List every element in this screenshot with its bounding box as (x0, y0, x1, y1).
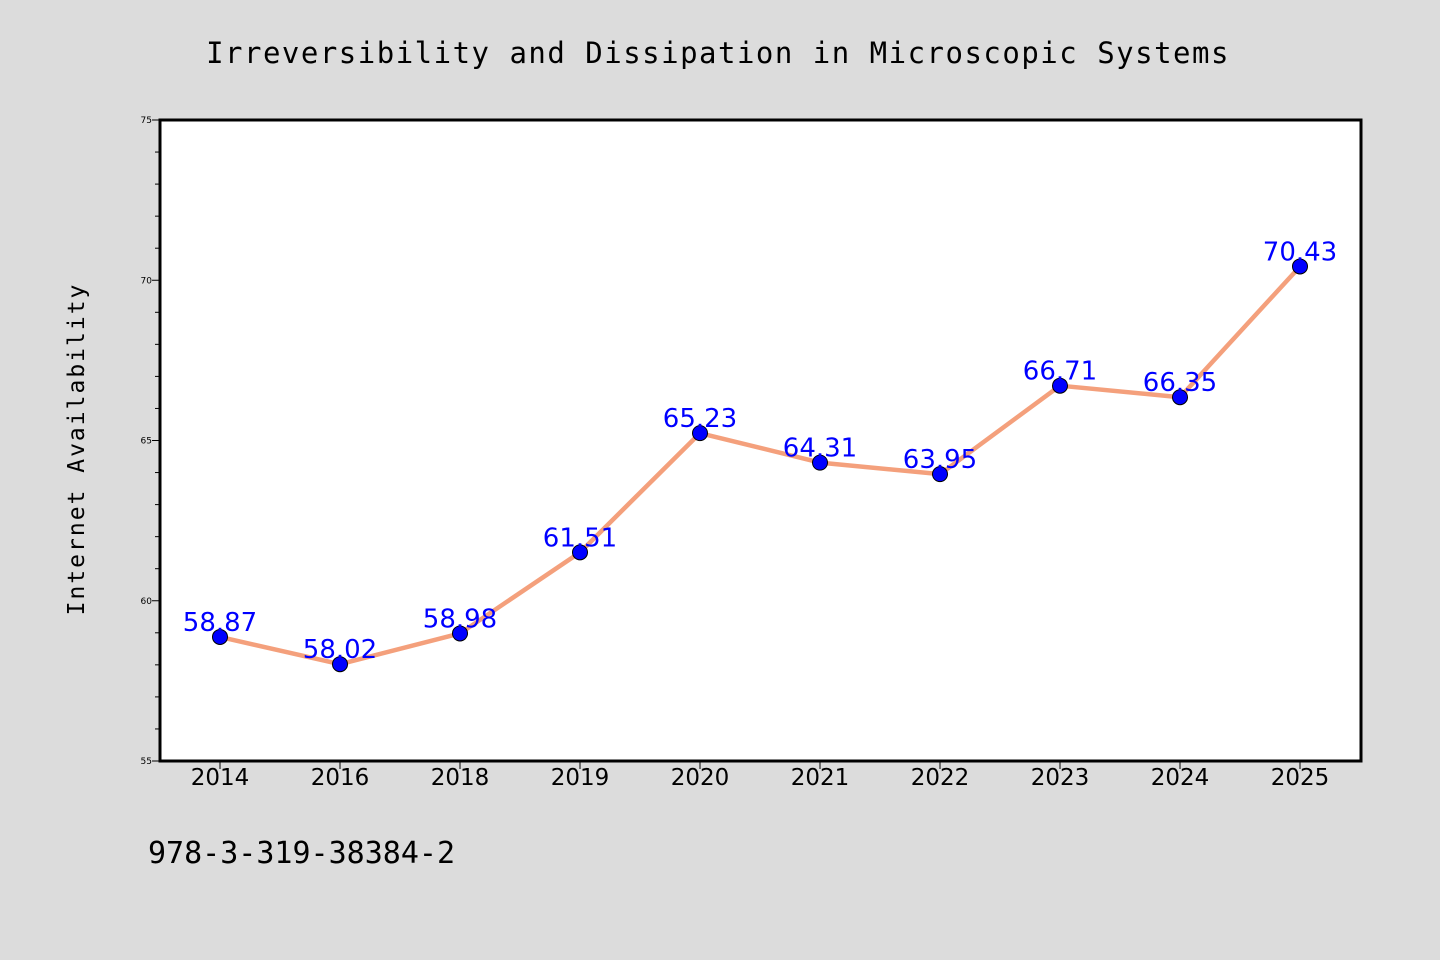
data-label: 64.31 (783, 434, 857, 464)
data-label: 63.95 (903, 445, 977, 475)
data-label: 70.43 (1263, 237, 1337, 267)
footnote-isbn: 978-3-319-38384-2 (148, 836, 455, 871)
data-point-marker (692, 425, 708, 442)
chart-title: Irreversibility and Dissipation in Micro… (206, 36, 1230, 70)
y-tick-label: 60 (141, 597, 153, 607)
series-line (217, 264, 1303, 667)
x-tick-label: 2024 (1151, 765, 1210, 791)
x-tick-label: 2014 (191, 765, 250, 791)
data-point-marker (332, 656, 348, 673)
axis-ticks: 55 60 65 70 75 2014 2016 2018 2019 2020 2021 2022 20… (141, 116, 1330, 791)
x-tick-label: 2022 (911, 765, 970, 791)
data-label: 66.71 (1023, 357, 1097, 387)
x-tick-label: 2023 (1031, 765, 1090, 791)
plot-area (158, 118, 1363, 763)
data-label: 61.51 (543, 523, 617, 553)
series-group: 58.87 58.02 58.98 61.51 65.23 64.31 63.95 66.71… (183, 237, 1337, 673)
y-tick-label: 65 (141, 437, 152, 447)
x-tick-label: 2018 (431, 765, 490, 791)
data-label: 58.98 (423, 604, 497, 634)
y-tick-label: 75 (141, 116, 152, 126)
data-point-marker (1052, 377, 1068, 394)
data-label: 58.87 (183, 608, 257, 638)
x-tick-label: 2020 (671, 765, 730, 791)
y-tick-label: 70 (141, 276, 153, 286)
data-point-marker (212, 628, 228, 645)
data-point-marker (452, 625, 468, 642)
data-point-marker (932, 466, 948, 483)
x-tick-label: 2021 (791, 765, 850, 791)
data-point-marker (572, 544, 588, 561)
data-point-marker (812, 454, 828, 471)
data-label: 65.23 (663, 404, 737, 434)
data-point-marker (1292, 258, 1308, 275)
data-point-marker (1172, 389, 1188, 406)
data-label: 58.02 (303, 635, 377, 665)
y-tick-label: 55 (141, 757, 152, 767)
x-tick-label: 2025 (1271, 765, 1330, 791)
y-axis-label: Internet Availability (64, 283, 90, 616)
x-tick-label: 2016 (311, 765, 370, 791)
x-tick-label: 2019 (551, 765, 610, 791)
data-label: 66.35 (1143, 368, 1217, 398)
